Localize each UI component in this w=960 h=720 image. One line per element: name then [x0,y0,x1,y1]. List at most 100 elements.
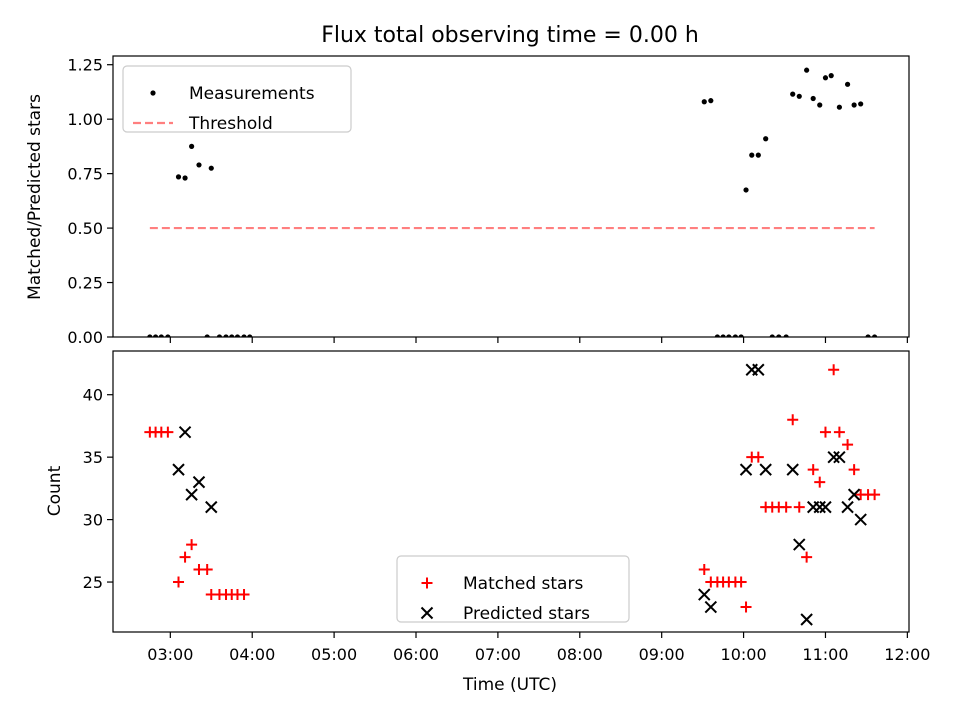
top-point [223,334,229,337]
bottom-point [813,500,826,514]
top-point [796,93,802,99]
x-tick-label: 09:00 [639,645,685,664]
y-tick-label: 0.75 [67,165,103,184]
bottom-point [780,501,792,513]
top-point [165,334,171,337]
top-point [208,165,214,171]
y-tick-label: 35 [83,448,103,467]
bottom-point [735,576,747,588]
bottom-point [819,500,832,514]
top-point [817,102,823,108]
bottom-point [752,363,765,376]
bottom-point [828,364,840,376]
top-point [858,101,864,107]
x-tick-label: 10:00 [721,645,767,664]
bottom-axes-frame [112,350,910,633]
legend-entry: Measurements [150,84,315,104]
bottom-point [854,513,867,526]
bottom-point [787,414,799,426]
x-tick-label: 12:00 [884,645,930,664]
top-series-1 [147,67,878,337]
x-tick-label: 08:00 [557,645,603,664]
top-point [182,175,188,181]
bottom-point [238,589,250,601]
top-point [175,174,182,180]
bottom-series-2 [172,363,867,626]
x-tick-label: 07:00 [475,645,521,664]
bottom-point [179,551,191,563]
bottom-point [847,488,861,501]
top-point [738,334,744,337]
legend-box [396,555,630,623]
bottom-point [793,501,805,513]
y-tick-label: 0.25 [67,274,103,293]
top-point [726,334,732,337]
bottom-point [173,576,185,588]
top-point [720,334,726,337]
bottom-point [841,500,854,514]
legend-box [122,65,352,133]
top-point [241,334,247,337]
bottom-point [759,463,772,476]
bottom-point [801,551,813,563]
top-point [216,334,223,337]
top-point [749,152,755,158]
bottom-point [814,476,826,488]
bottom-point [869,489,881,501]
bottom-point [201,564,213,576]
top-point [147,334,153,337]
top-point [714,334,720,337]
bottom-point [172,463,185,476]
y-tick-label: 25 [83,573,103,592]
top-axes-frame [112,55,910,338]
top-y-axis-label: Matched/Predicted stars [25,94,45,300]
bottom-legend: Matched stars Predicted stars [396,555,630,624]
top-point [743,187,749,193]
bottom-point [848,464,860,476]
x-tick-label: 05:00 [311,645,357,664]
x-tick-label: 04:00 [229,645,275,664]
y-tick-label: 40 [83,386,103,405]
top-point [189,143,195,149]
bottom-point [704,600,718,614]
top-point [701,99,707,105]
bottom-x-ticks: 03:00 04:00 05:00 06:00 07:00 08:00 09:00 10:00… [147,632,930,664]
bottom-plot-area: 25 30 35 40 03:00 04:00 05:00 06:00 07:00 08:00 09… [83,350,930,664]
legend-swatch [421,577,433,589]
top-legend: Measurements Threshold [122,65,352,134]
top-point [732,334,738,337]
bottom-point [793,538,806,551]
top-point [763,136,769,142]
x-axis-label: Time (UTC) [462,675,557,695]
legend-swatch [150,90,156,96]
bottom-point [185,488,198,501]
top-point [755,152,761,158]
bottom-point [192,475,206,489]
top-point [790,91,796,97]
top-point [828,73,834,79]
top-plot-area: 0.00 0.25 0.50 0.75 1.00 1.25 Measurements Thre… [67,55,910,347]
top-data-marks [147,67,878,337]
bottom-point [739,463,753,476]
bottom-data-marks [144,363,881,626]
bottom-point [178,425,192,439]
top-panel: 0.00 0.25 0.50 0.75 1.00 1.25 Measurements Thre… [67,55,910,347]
y-tick-label: 30 [83,511,103,530]
top-point [822,75,829,81]
bottom-point [752,451,764,463]
legend-swatch [420,606,434,620]
bottom-panel: 25 30 35 40 03:00 04:00 05:00 06:00 07:00 08:00 09… [83,350,930,664]
bottom-point [786,463,799,476]
top-point [844,81,851,87]
top-point [865,334,871,337]
chart-title: Flux total observing time = 0.00 h [321,23,699,48]
top-point [836,104,842,110]
bottom-point [833,450,846,464]
bottom-point [800,613,813,626]
bottom-point [833,426,845,438]
top-point [804,67,810,73]
legend-label: Predicted stars [463,604,590,624]
top-point [810,95,816,102]
top-y-ticks: 0.00 0.25 0.50 0.75 1.00 1.25 [67,56,113,347]
